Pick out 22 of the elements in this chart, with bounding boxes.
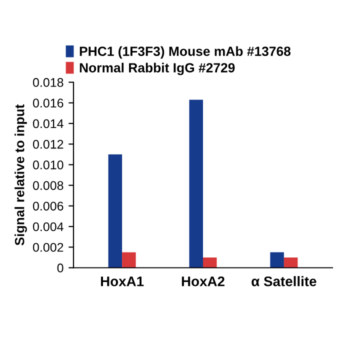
bar <box>203 257 217 268</box>
legend-label: PHC1 (1F3F3) Mouse mAb #13768 <box>80 46 291 59</box>
bar <box>189 100 203 268</box>
y-tick-label: 0 <box>57 264 64 272</box>
y-tick-label: 0.014 <box>32 119 64 128</box>
bar <box>122 252 136 268</box>
bar <box>108 154 122 268</box>
y-tick-label: 0.010 <box>32 160 64 170</box>
legend-label: Normal Rabbit IgG #2729 <box>80 62 235 76</box>
x-tick-label: α Satellite <box>252 276 316 286</box>
y-axis-title: Signal relative to input <box>14 104 27 246</box>
y-tick-label: 0.004 <box>32 222 64 232</box>
y-tick-label: 0.006 <box>32 202 64 211</box>
y-tick-label: 0.018 <box>32 78 64 87</box>
y-tick-label: 0.002 <box>32 242 64 252</box>
y-tick-label: 0.016 <box>32 98 64 108</box>
x-tick-label: HoxA1 <box>100 276 144 286</box>
x-tick-label: HoxA2 <box>182 276 224 286</box>
bar <box>270 252 284 268</box>
y-tick-label: 0.012 <box>32 140 64 149</box>
bar <box>284 257 298 268</box>
y-tick-label: 0.008 <box>32 181 64 190</box>
